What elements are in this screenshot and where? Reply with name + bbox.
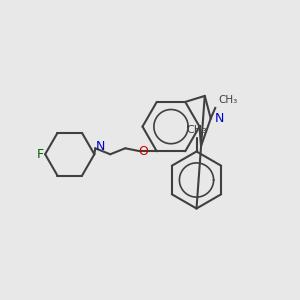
Text: CH₃: CH₃ [186,125,207,135]
Text: F: F [37,148,44,161]
Text: O: O [138,145,148,158]
Text: N: N [96,140,105,153]
Text: N: N [215,112,224,125]
Text: CH₃: CH₃ [218,95,238,105]
